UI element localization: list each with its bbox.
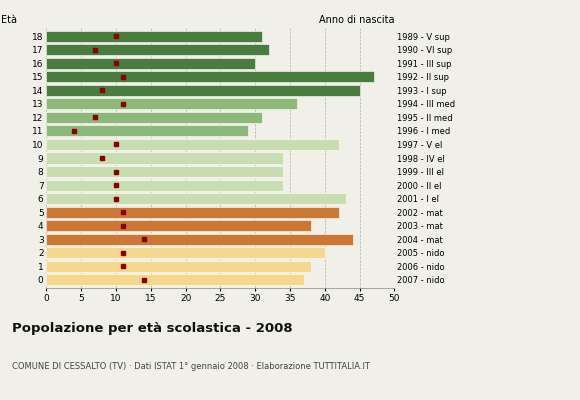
Bar (46, 261, 311, 272)
Text: Anno di nascita: Anno di nascita (319, 15, 394, 25)
Bar (46, 85, 360, 96)
Bar (46, 220, 311, 231)
Bar (46, 180, 283, 191)
Text: COMUNE DI CESSALTO (TV) · Dati ISTAT 1° gennaio 2008 · Elaborazione TUTTITALIA.I: COMUNE DI CESSALTO (TV) · Dati ISTAT 1° … (12, 362, 369, 371)
Text: Popolazione per età scolastica - 2008: Popolazione per età scolastica - 2008 (12, 322, 292, 335)
Bar (46, 139, 339, 150)
Bar (46, 44, 269, 55)
Bar (46, 30, 262, 42)
Bar (46, 166, 283, 177)
Bar (46, 71, 374, 82)
Bar (46, 58, 255, 69)
Bar (46, 247, 325, 258)
Bar (46, 234, 353, 245)
Bar (46, 112, 262, 123)
Bar (46, 193, 346, 204)
Bar (46, 125, 248, 136)
Bar (46, 207, 339, 218)
Bar (46, 98, 297, 109)
Bar (46, 274, 304, 286)
Bar (46, 152, 283, 164)
Text: Età: Età (1, 15, 17, 25)
